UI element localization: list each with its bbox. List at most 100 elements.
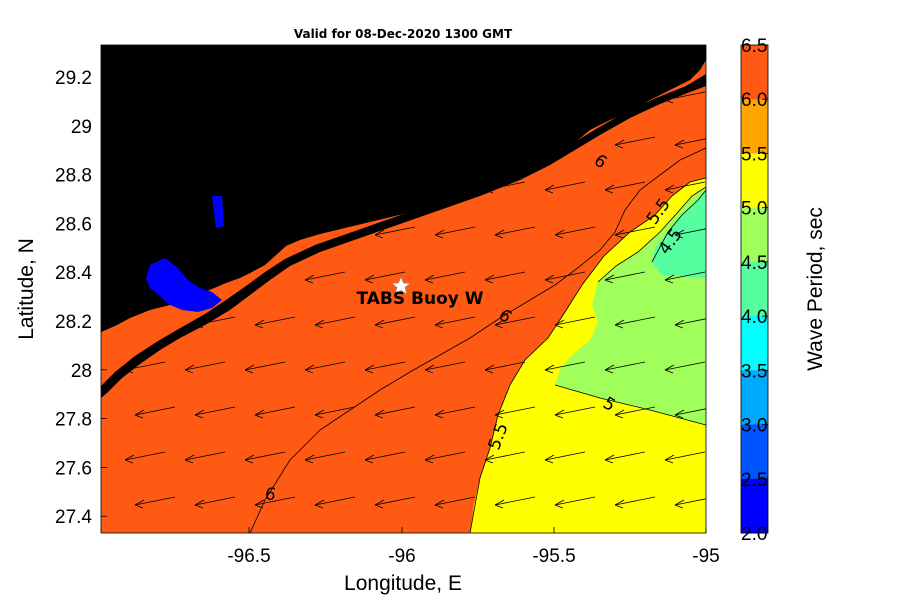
wave-arrow — [494, 496, 536, 506]
wave-arrow — [134, 406, 176, 416]
x-tick-label: -95 — [692, 546, 719, 567]
land-texas-coast — [101, 45, 706, 332]
colorbar-band — [741, 99, 768, 154]
wave-arrow — [604, 361, 646, 371]
y-tick-label: 27.6 — [55, 458, 92, 479]
wave-arrow — [604, 451, 646, 461]
wave-arrow — [434, 316, 476, 326]
wave-arrow — [554, 226, 596, 236]
wave-arrow — [494, 406, 536, 416]
wave-arrow — [544, 361, 586, 371]
x-axis: -96.5 -96 -95.5 -95 Longitude, E — [227, 527, 720, 595]
wave-arrow — [434, 406, 476, 416]
colorbar-band — [741, 316, 768, 371]
wave-arrow — [494, 316, 536, 326]
wave-arrow — [664, 91, 706, 101]
wave-arrow — [494, 226, 536, 236]
wave-arrow — [184, 361, 226, 371]
wave-arrow — [424, 361, 466, 371]
colorbar-tick-label: 4.0 — [741, 307, 767, 328]
wave-arrow — [484, 271, 526, 281]
wave-arrow — [364, 271, 406, 281]
y-tick-label: 29.2 — [55, 68, 92, 89]
colorbar-tick-label: 5.5 — [741, 144, 767, 165]
colorbar-band — [741, 370, 768, 426]
wave-arrow — [314, 496, 356, 506]
bay-inlet — [212, 196, 224, 228]
wave-arrow — [254, 496, 296, 506]
wave-arrow — [125, 542, 165, 550]
colorbar-tick-label: 5.0 — [741, 199, 767, 220]
y-axis-label: Latitude, N — [15, 238, 38, 340]
contour-label-6-bottom: 6 — [263, 484, 277, 506]
wave-arrow — [484, 361, 526, 371]
colorbar-band — [741, 424, 768, 480]
colorbar-tick-label: 4.5 — [741, 253, 767, 274]
map-title: Valid for 08-Dec-2020 1300 GMT — [294, 27, 513, 41]
wave-arrow — [544, 181, 586, 191]
wave-arrow — [124, 451, 166, 461]
x-tick-label: -96 — [388, 546, 415, 567]
wave-arrow — [664, 271, 706, 281]
wave-arrow — [304, 451, 346, 461]
y-tick-label: 27.8 — [55, 410, 92, 431]
x-tick-label: -96.5 — [227, 546, 270, 567]
wave-arrow — [184, 451, 226, 461]
x-tick-label: -95.5 — [532, 546, 575, 567]
colorbar-frame — [740, 44, 769, 534]
wave-arrow — [664, 451, 706, 461]
wave-arrow — [485, 542, 525, 550]
y-tick-label: 27.4 — [55, 507, 92, 528]
barrier-island — [101, 74, 706, 398]
wave-arrow — [314, 406, 356, 416]
y-tick-label: 28 — [71, 361, 92, 382]
wave-arrow — [254, 316, 296, 326]
map-area: 6 5.5 4.5 6 5 5.5 6 TABS Buoy W — [100, 44, 707, 550]
colorbar-band — [741, 478, 768, 534]
colorbar-band — [741, 207, 768, 263]
colorbar-tick-label: 6.0 — [741, 90, 767, 111]
wave-arrow — [364, 451, 406, 461]
y-axis: 29.2 29 28.8 28.6 28.4 28.2 28 27.8 27.6 27.4 Lat… — [15, 68, 107, 528]
wave-arrow — [185, 542, 225, 550]
y-tick-label: 28.6 — [55, 214, 92, 235]
wave-arrow — [424, 451, 466, 461]
wave-arrow — [244, 451, 286, 461]
station-star-icon — [391, 276, 411, 295]
wave-arrow — [614, 136, 656, 146]
wave-arrow — [374, 316, 416, 326]
colorbar-band — [741, 261, 768, 317]
wave-arrow — [674, 138, 706, 146]
y-tick-label: 28.8 — [55, 166, 92, 187]
wave-arrow — [614, 496, 656, 506]
wave-arrow — [554, 136, 596, 146]
wave-arrow — [304, 361, 346, 371]
wave-arrow — [305, 542, 345, 550]
wave-arrow — [614, 406, 656, 416]
contour-lines — [249, 147, 706, 533]
wave-arrow — [554, 496, 596, 506]
wave-arrow — [124, 361, 166, 371]
wave-arrow — [605, 542, 645, 550]
wave-arrow — [244, 361, 286, 371]
wave-arrow — [604, 271, 646, 281]
wave-arrow — [424, 271, 466, 281]
wave-arrow — [314, 316, 356, 326]
wave-arrow — [674, 408, 706, 416]
wave-arrow — [484, 181, 526, 191]
wave-arrow — [544, 271, 586, 281]
wave-arrow — [374, 406, 416, 416]
bay-region — [146, 258, 222, 312]
colorbar-band — [741, 153, 768, 209]
colorbar-tick-label: 3.0 — [741, 416, 767, 437]
wave-arrow — [664, 181, 706, 191]
wave-arrow — [604, 181, 646, 191]
wave-arrow — [674, 228, 706, 236]
wave-arrow — [434, 496, 476, 506]
wave-arrow — [544, 451, 586, 461]
wave-arrow — [374, 496, 416, 506]
wave-arrow — [194, 406, 236, 416]
colorbar-tick-label: 3.5 — [741, 361, 767, 382]
wave-arrow — [425, 542, 465, 550]
